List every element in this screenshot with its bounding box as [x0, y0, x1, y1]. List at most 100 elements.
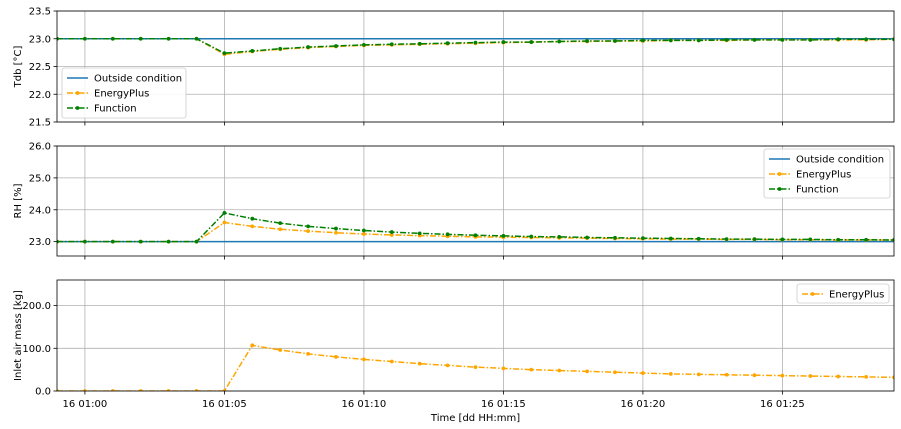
- data-point: [864, 237, 868, 242]
- data-point: [473, 40, 478, 45]
- data-point: [864, 37, 868, 42]
- y-tick-label: 23.0: [29, 34, 51, 45]
- data-point: [613, 235, 617, 240]
- data-point: [696, 38, 701, 43]
- legend-label: EnergyPlus: [94, 89, 149, 100]
- data-point: [641, 236, 645, 241]
- data-point: [641, 371, 645, 375]
- data-point: [222, 389, 227, 391]
- panel-inlet-air-mass: Inlet air mass [kg] 0.0 100.0 200.0 16 01:0…: [13, 279, 895, 410]
- y-tick-label: 0.0: [35, 387, 51, 398]
- data-point: [138, 239, 143, 244]
- data-point: [529, 40, 534, 44]
- data-point: [110, 239, 115, 244]
- data-point: [445, 363, 450, 368]
- legend-box: [61, 67, 187, 119]
- data-point: [138, 36, 143, 41]
- data-point: [836, 374, 841, 379]
- data-point: [278, 46, 283, 51]
- data-point: [668, 38, 673, 43]
- y-axis-label-inlet-air-mass: Inlet air mass [kg]: [13, 290, 24, 381]
- data-point: [166, 36, 171, 41]
- y-tick-label: 200.0: [22, 301, 51, 312]
- data-point: [473, 233, 478, 238]
- y-tick-label: 25.0: [29, 173, 51, 184]
- data-point: [752, 237, 757, 242]
- data-point: [83, 239, 87, 244]
- data-point: [194, 239, 199, 244]
- data-point: [306, 229, 310, 234]
- x-tick-label: 16 01:15: [481, 399, 526, 410]
- data-point: [557, 234, 562, 239]
- data-point: [389, 233, 394, 237]
- data-point: [585, 235, 589, 240]
- data-point: [362, 357, 366, 362]
- y-axis-label-humidity: RH [%]: [13, 183, 24, 218]
- x-tick-label: 16 01:05: [202, 399, 247, 410]
- data-point: [57, 36, 59, 41]
- y-tick-label: 24.0: [29, 205, 51, 216]
- legend-marker: [810, 292, 815, 296]
- data-point: [529, 234, 534, 239]
- data-point: [110, 389, 115, 391]
- data-point: [501, 366, 506, 371]
- data-point: [417, 361, 422, 366]
- data-point: [334, 226, 338, 231]
- data-point: [696, 372, 701, 377]
- data-point: [166, 239, 171, 244]
- x-tick-label: 16 01:10: [342, 399, 387, 410]
- legend-box: [796, 283, 890, 304]
- data-point: [892, 375, 894, 380]
- data-point: [585, 39, 589, 43]
- legend-marker: [777, 172, 782, 176]
- legend: Outside condition EnergyPlus Function: [61, 67, 187, 119]
- data-point: [585, 369, 589, 374]
- data-point: [194, 36, 199, 41]
- data-point: [250, 49, 255, 53]
- y-tick-label: 23.0: [29, 237, 51, 248]
- x-tick-label: 16 01:25: [760, 399, 805, 410]
- series-group: [57, 36, 894, 57]
- y-tick-label: 100.0: [22, 344, 51, 355]
- panel-temperature: Tdb [°C] 21.5 22.0 22.5 23.0 23.5 Outside con…: [13, 7, 895, 129]
- data-point: [250, 216, 255, 221]
- data-point: [808, 374, 813, 378]
- data-point: [334, 230, 338, 235]
- data-point: [306, 351, 310, 356]
- data-point: [278, 227, 283, 232]
- data-point: [445, 232, 450, 237]
- data-point: [222, 220, 227, 225]
- data-point: [57, 239, 59, 244]
- data-point: [362, 228, 366, 233]
- data-point: [529, 367, 534, 372]
- data-point: [222, 51, 227, 56]
- data-point: [752, 373, 757, 378]
- y-tick-label: 22.0: [29, 90, 51, 101]
- legend-label: Outside condition: [796, 155, 884, 166]
- data-point: [57, 389, 59, 391]
- data-point: [724, 372, 729, 377]
- axes-frame: [56, 145, 895, 257]
- data-point: [389, 359, 394, 364]
- data-point: [306, 224, 310, 229]
- y-tick-label: 23.5: [29, 7, 51, 18]
- data-point: [864, 375, 868, 379]
- data-point: [417, 41, 422, 46]
- data-point: [138, 389, 143, 391]
- data-point: [613, 370, 617, 375]
- legend: EnergyPlus: [796, 283, 890, 304]
- data-point: [250, 224, 255, 229]
- data-point: [752, 37, 757, 42]
- data-point: [306, 45, 310, 49]
- data-point: [892, 37, 894, 42]
- data-point: [389, 42, 394, 47]
- legend-box: [763, 148, 891, 199]
- data-point: [696, 236, 701, 241]
- data-point: [613, 39, 617, 43]
- data-point: [417, 231, 422, 236]
- data-point: [334, 354, 338, 359]
- legend-label: Outside condition: [94, 74, 182, 85]
- data-point: [83, 36, 87, 41]
- y-axis-label-temperature: Tdb [°C]: [13, 46, 24, 89]
